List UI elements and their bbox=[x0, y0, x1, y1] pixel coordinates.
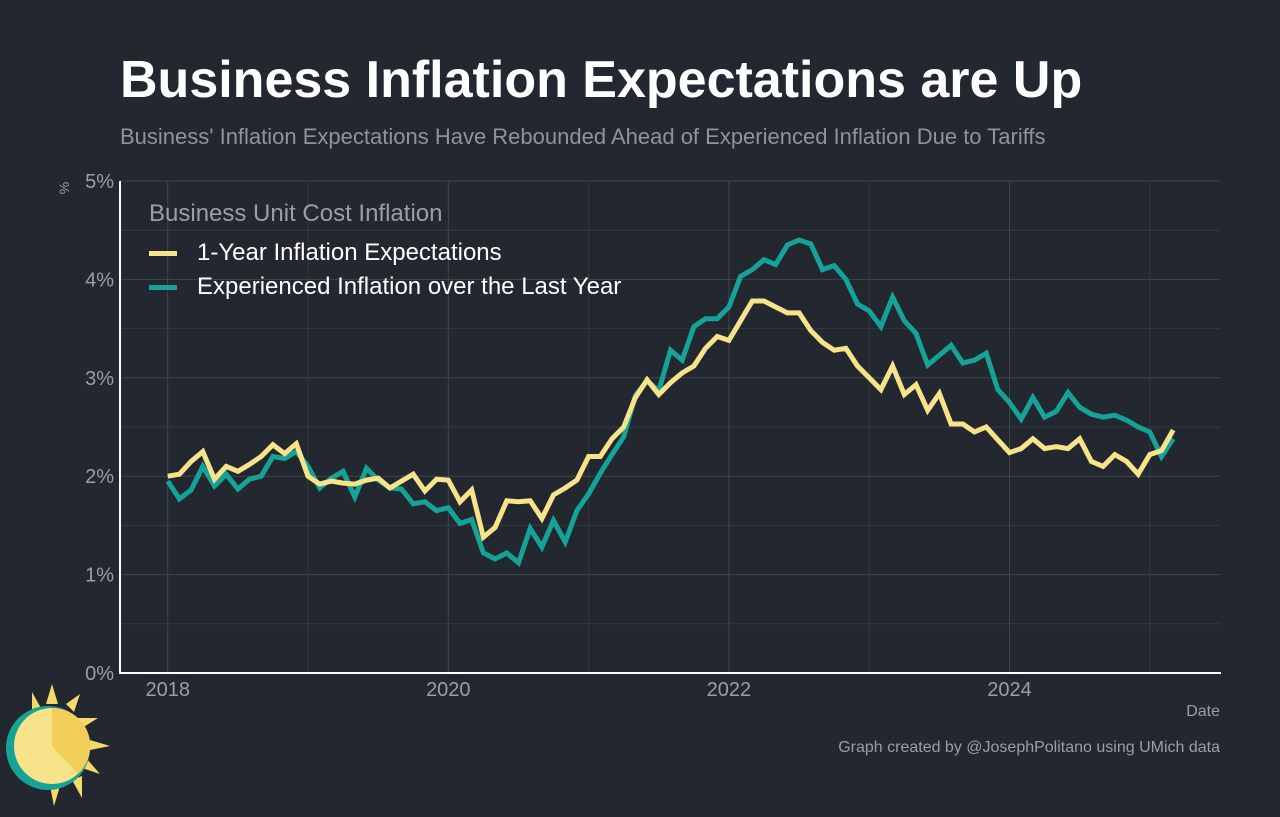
chart-title: Business Inflation Expectations are Up bbox=[120, 51, 1083, 109]
legend: Business Unit Cost Inflation 1-Year Infl… bbox=[149, 200, 621, 304]
legend-swatch-yellow bbox=[149, 250, 177, 256]
sun-logo-icon bbox=[6, 684, 110, 806]
x-tick-label: 2018 bbox=[145, 679, 190, 701]
y-axis-label: % bbox=[56, 181, 73, 195]
y-tick-label: 4% bbox=[85, 269, 114, 291]
chart-subtitle: Business' Inflation Expectations Have Re… bbox=[120, 124, 1046, 149]
x-tick-label: 2024 bbox=[987, 679, 1032, 701]
y-tick-label: 5% bbox=[85, 171, 114, 193]
tick-labels: 0% 1% 2% 3% 4% 5% 2018 2020 2022 2024 bbox=[85, 171, 1032, 701]
legend-label: Experienced Inflation over the Last Year bbox=[197, 273, 622, 300]
source-caption: Graph created by @JosephPolitano using U… bbox=[838, 739, 1220, 756]
series-line-experienced-inflation-over-the-last-year bbox=[165, 237, 1176, 568]
legend-title: Business Unit Cost Inflation bbox=[149, 200, 443, 227]
y-tick-label: 3% bbox=[85, 368, 114, 390]
y-tick-label: 2% bbox=[85, 466, 114, 488]
x-tick-label: 2020 bbox=[426, 679, 471, 701]
x-tick-label: 2022 bbox=[707, 679, 752, 701]
y-tick-label: 1% bbox=[85, 565, 114, 587]
x-axis-label: Date bbox=[1186, 703, 1220, 720]
grid bbox=[120, 180, 1220, 673]
legend-item-expectations: 1-Year Inflation Expectations bbox=[149, 236, 621, 270]
legend-swatch-teal bbox=[149, 284, 177, 290]
series-lines bbox=[165, 237, 1176, 568]
series-line-1-year-inflation-expectations bbox=[167, 298, 1176, 542]
y-tick-label: 0% bbox=[85, 663, 114, 685]
legend-label: 1-Year Inflation Expectations bbox=[197, 239, 502, 266]
legend-item-experienced: Experienced Inflation over the Last Year bbox=[149, 270, 621, 304]
